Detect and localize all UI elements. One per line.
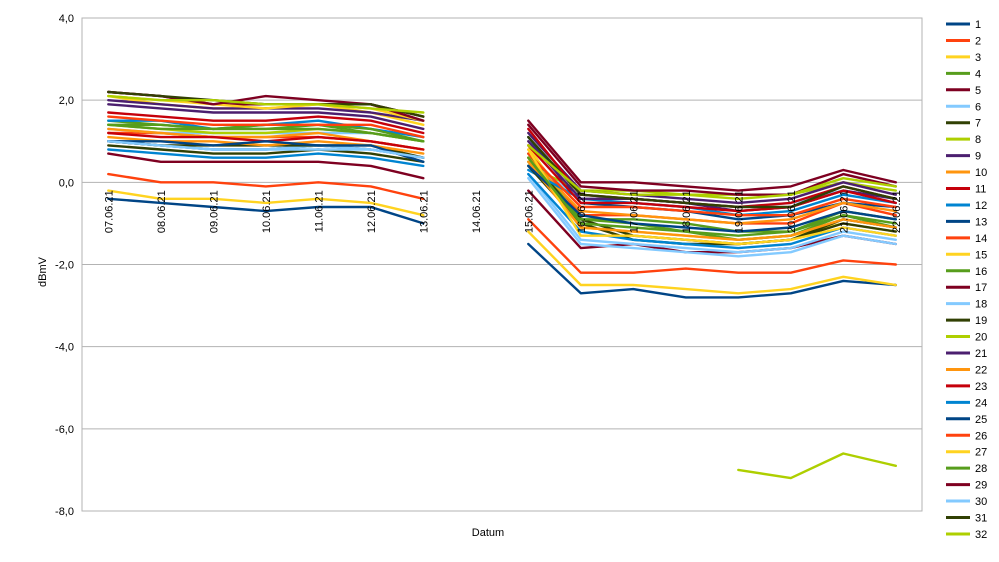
legend-label: 15 [975, 249, 987, 261]
legend-label: 28 [975, 463, 987, 475]
x-axis-title: Datum [472, 527, 504, 539]
legend-label: 21 [975, 348, 987, 360]
legend-label: 10 [975, 167, 987, 179]
legend: 1234567891011121314151617181920212223242… [946, 19, 987, 541]
legend-label: 5 [975, 85, 981, 97]
y-tick-label: -4,0 [55, 342, 74, 354]
x-tick-label: 09.06.21 [208, 190, 220, 233]
legend-label: 24 [975, 397, 987, 409]
x-tick-label: 15.06.21 [523, 190, 535, 233]
y-tick-label: -6,0 [55, 424, 74, 436]
legend-label: 32 [975, 529, 987, 541]
legend-label: 12 [975, 200, 987, 212]
series-line-13 [107, 197, 897, 299]
legend-label: 25 [975, 414, 987, 426]
series-line-30 [107, 140, 897, 258]
legend-label: 18 [975, 299, 987, 311]
series-line-26 [107, 115, 897, 217]
legend-label: 7 [975, 118, 981, 130]
legend-label: 6 [975, 101, 981, 113]
series-line-20 [737, 452, 897, 480]
series-line-15 [107, 189, 897, 295]
y-axis-title: dBmV [37, 256, 49, 287]
legend-label: 11 [975, 184, 986, 196]
legend-label: 27 [975, 447, 987, 459]
series-line-28 [107, 123, 897, 237]
legend-label: 30 [975, 496, 987, 508]
legend-label: 2 [975, 35, 981, 47]
x-tick-label: 16.06.21 [576, 190, 588, 233]
x-tick-label: 13.06.21 [418, 190, 430, 233]
series-lines [107, 90, 897, 480]
x-tick-label: 18.06.21 [681, 190, 693, 233]
series-line-25 [107, 140, 897, 233]
legend-label: 16 [975, 266, 987, 278]
x-tick-label: 20.06.21 [786, 190, 798, 233]
x-tick-label: 17.06.21 [628, 190, 640, 233]
y-tick-label: -2,0 [55, 260, 74, 272]
y-tick-labels: 4,0 2,0 0,0 -2,0 -4,0 -6,0 -8,0 [55, 13, 74, 518]
y-tick-label: 4,0 [59, 13, 74, 25]
legend-label: 17 [975, 282, 987, 294]
series-line-14 [107, 172, 897, 274]
legend-label: 23 [975, 381, 987, 393]
plot-border [81, 17, 923, 512]
legend-label: 19 [975, 315, 987, 327]
legend-label: 20 [975, 332, 987, 344]
legend-label: 13 [975, 216, 987, 228]
legend-label: 1 [975, 19, 981, 31]
legend-label: 29 [975, 480, 987, 492]
x-tick-label: 08.06.21 [156, 190, 168, 233]
x-tick-label: 07.06.21 [103, 190, 115, 233]
x-tick-label: 19.06.21 [733, 190, 745, 233]
y-tick-label: -8,0 [55, 506, 74, 518]
x-tick-label: 11.06.21 [313, 190, 325, 232]
legend-label: 14 [975, 233, 987, 245]
legend-label: 4 [975, 68, 981, 80]
x-tick-label: 21.06.21 [838, 190, 850, 233]
x-tick-labels: 07.06.21 08.06.21 09.06.21 10.06.21 11.06.21… [103, 190, 903, 233]
legend-label: 3 [975, 52, 981, 64]
x-tick-label: 10.06.21 [261, 190, 273, 233]
y-tick-label: 0,0 [59, 177, 74, 189]
legend-label: 8 [975, 134, 981, 146]
y-tick-label: 2,0 [59, 95, 74, 107]
x-tick-label: 14.06.21 [471, 190, 483, 233]
x-tick-label: 22.06.21 [891, 190, 903, 233]
legend-label: 9 [975, 151, 981, 163]
series-line-32 [107, 94, 897, 200]
legend-label: 22 [975, 364, 987, 376]
legend-label: 31 [975, 513, 987, 525]
x-tick-label: 12.06.21 [366, 190, 378, 233]
legend-label: 26 [975, 430, 987, 442]
